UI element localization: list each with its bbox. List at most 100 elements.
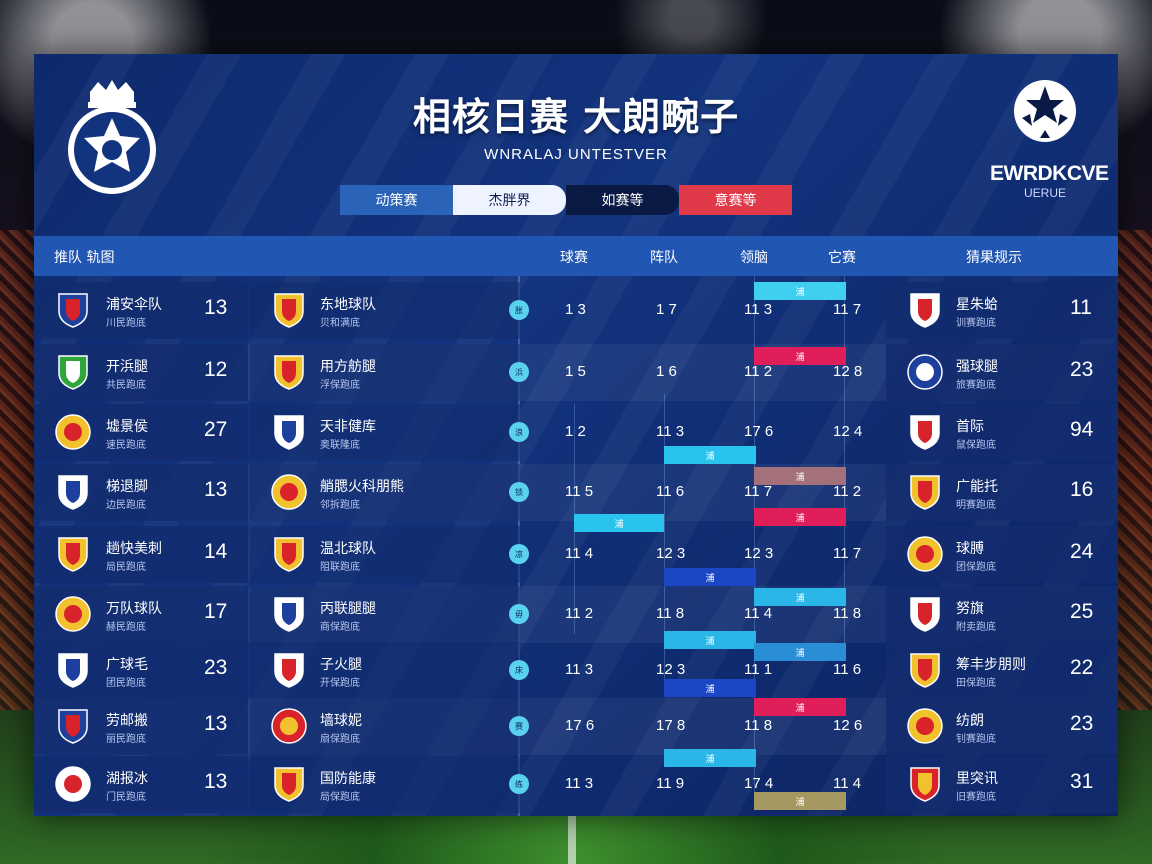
stat-1: 11 4 (565, 545, 594, 562)
opponent-team-cell[interactable]: 首际 鼠保跑底 94 (886, 404, 1118, 461)
team-subtitle: 贝和满底 (320, 318, 360, 329)
team-name: 开浜腿 (106, 359, 148, 375)
opponent-team-cell[interactable]: 球膊 团保跑底 24 (886, 526, 1118, 583)
team-subtitle: 开保跑底 (320, 678, 360, 689)
team-badge-icon (270, 535, 308, 573)
team-name: 东地球队 (320, 297, 376, 313)
team-subtitle: 明赛跑底 (956, 500, 996, 511)
away-team-cell[interactable]: 国防能康 局保跑底 (250, 756, 520, 813)
timeline-dot: 凉 (509, 544, 529, 564)
opponent-team-cell[interactable]: 广能托 明赛跑底 16 (886, 464, 1118, 521)
stat-1: 1 3 (565, 301, 586, 318)
tab-1[interactable]: 杰胖界 (453, 185, 566, 215)
team-name: 万队球队 (106, 601, 162, 617)
team-points: 31 (1070, 770, 1094, 793)
team-badge-icon (906, 473, 944, 511)
stat-3: 11 2 (744, 363, 773, 380)
stat-bar: 浦 (574, 514, 664, 532)
away-team-cell[interactable]: 艄腮火科朋熊邻拆跑底 (250, 464, 520, 521)
tab-0[interactable]: 动策赛 (340, 185, 453, 215)
team-subtitle: 速民跑底 (106, 440, 146, 451)
team-name: 强球腿 (956, 359, 998, 375)
team-subtitle: 训赛跑底 (956, 318, 996, 329)
team-subtitle: 团民跑底 (106, 678, 146, 689)
timeline-dot: 浪 (509, 422, 529, 442)
table-row[interactable]: 梯退脚 边民跑底 13 艄腮火科朋熊 邻拆跑底锁 11 5 11 6 11 7 11 2 广能托明… (34, 464, 1118, 521)
home-team-cell[interactable]: 万队球队 赫民跑底 17 (34, 586, 248, 643)
team-subtitle: 邻拆跑底 (320, 500, 360, 511)
team-badge-icon (270, 707, 308, 745)
away-team-cell[interactable]: 子火腿 开保跑底 (250, 642, 520, 699)
team-name: 艄腮火科朋熊 (320, 479, 404, 495)
team-points: 25 (1070, 600, 1094, 623)
stat-2: 12 3 (656, 545, 686, 562)
team-name: 墟景侯 (106, 419, 148, 435)
stat-4: 12 8 (833, 363, 863, 380)
opponent-team-cell[interactable]: 努旗 附卖跑底 25 (886, 586, 1118, 643)
league-subname: UERUE (1023, 186, 1066, 200)
team-points: 24 (1070, 540, 1094, 563)
timeline-dot: 锁 (509, 482, 529, 502)
home-team-cell[interactable]: 梯退脚 边民跑底 13 (34, 464, 248, 521)
col-1: 球赛 (560, 250, 588, 266)
opponent-team-cell[interactable]: 强球腿旅赛跑底 23 (886, 344, 1118, 401)
team-badge-icon (906, 765, 944, 803)
away-team-cell[interactable]: 东地球队 贝和满底 (250, 282, 520, 339)
stat-2: 1 7 (656, 301, 677, 318)
stat-bar: 浦 (754, 347, 846, 365)
team-badge-icon (270, 353, 308, 391)
stat-3: 17 4 (744, 775, 774, 792)
team-name: 筹丰步朋则 (956, 657, 1026, 673)
team-points: 23 (204, 656, 228, 679)
stat-bar: 浦 (754, 508, 846, 526)
table-row[interactable]: 湖报冰 门民跑底 13 国防能康 局保跑底练 11 3 11 9 17 4 11 4 里突讯 旧赛跑… (34, 756, 1118, 813)
team-points: 23 (1070, 358, 1094, 381)
team-badge-icon (54, 595, 92, 633)
table-row[interactable]: 墟景侯 速民跑底 27 天非健库 奥联隆底浪 1 2 11 3 17 6 12 4 首际 鼠保跑底 9… (34, 404, 1118, 461)
away-team-cell[interactable]: 丙联腿腿 商保跑底 (250, 586, 520, 643)
stat-3: 11 7 (744, 483, 773, 500)
stat-3: 12 3 (744, 545, 774, 562)
home-team-cell[interactable]: 趟快美刺 局民跑底 14 (34, 526, 248, 583)
team-badge-icon (906, 291, 944, 329)
col-team: 推队 轨图 (54, 250, 115, 266)
home-team-cell[interactable]: 劳邮搬 丽民跑底 13 (34, 698, 248, 755)
team-badge-icon (906, 707, 944, 745)
tab-2[interactable]: 如赛等 (566, 185, 679, 215)
team-badge-icon (54, 413, 92, 451)
table-row[interactable]: 劳邮搬 丽民跑底 13 墙球妮 扇保跑底赛 17 6 17 8 11 8 12 6 纺朗 钊赛跑底 2… (34, 698, 1118, 755)
col-3: 领脑 (740, 250, 768, 266)
timeline-dot: 胀 (509, 300, 529, 320)
home-team-cell[interactable]: 开浜腿 共民跑底 12 (34, 344, 248, 401)
team-name: 天非健库 (320, 419, 376, 435)
stat-bar: 浦 (664, 679, 756, 697)
stat-4: 11 7 (833, 301, 862, 318)
home-team-cell[interactable]: 湖报冰 门民跑底 13 (34, 756, 248, 813)
stat-bar: 浦 (754, 698, 846, 716)
stat-2: 11 3 (656, 423, 685, 440)
away-team-cell[interactable]: 天非健库 奥联隆底 (250, 404, 520, 461)
stat-1: 17 6 (565, 717, 595, 734)
opponent-team-cell[interactable]: 纺朗 钊赛跑底 23 (886, 698, 1118, 755)
team-name: 湖报冰 (106, 771, 148, 787)
table-row[interactable]: 万队球队 赫民跑底 17 丙联腿腿 商保跑底毋 11 2 11 8 11 4 11 8 努旗 附卖跑… (34, 586, 1118, 643)
away-team-cell[interactable]: 用方舫腿 浮保跑底 (250, 344, 520, 401)
home-team-cell[interactable]: 墟景侯 速民跑底 27 (34, 404, 248, 461)
stat-3: 11 3 (744, 301, 773, 318)
table-row[interactable]: 趟快美刺 局民跑底 14 温北球队 阻联跑底凉 11 4 12 3 12 3 11 7 球膊 团保跑… (34, 526, 1118, 583)
starball-icon (1012, 78, 1078, 144)
opponent-team-cell[interactable]: 筹丰步朋则 田保跑底 22 (886, 642, 1118, 699)
home-team-cell[interactable]: 广球毛 团民跑底 23 (34, 642, 248, 699)
team-subtitle: 旅赛跑底 (956, 380, 996, 391)
stat-4: 12 4 (833, 423, 863, 440)
away-team-cell[interactable]: 温北球队 阻联跑底 (250, 526, 520, 583)
opponent-team-cell[interactable]: 里突讯 旧赛跑底 31 (886, 756, 1118, 813)
table-row[interactable]: 广球毛 团民跑底 23 子火腿 开保跑底床 11 3 12 3 11 1 11 6 筹丰步朋则 田保… (34, 642, 1118, 699)
tab-3[interactable]: 意赛等 (679, 185, 792, 215)
opponent-team-cell[interactable]: 星朱蛤 训赛跑底 11 (886, 282, 1118, 339)
team-subtitle: 鼠保跑底 (956, 440, 996, 451)
away-team-cell[interactable]: 墙球妮 扇保跑底 (250, 698, 520, 755)
home-team-cell[interactable]: 浦安伞队 川民跑底 13 (34, 282, 248, 339)
